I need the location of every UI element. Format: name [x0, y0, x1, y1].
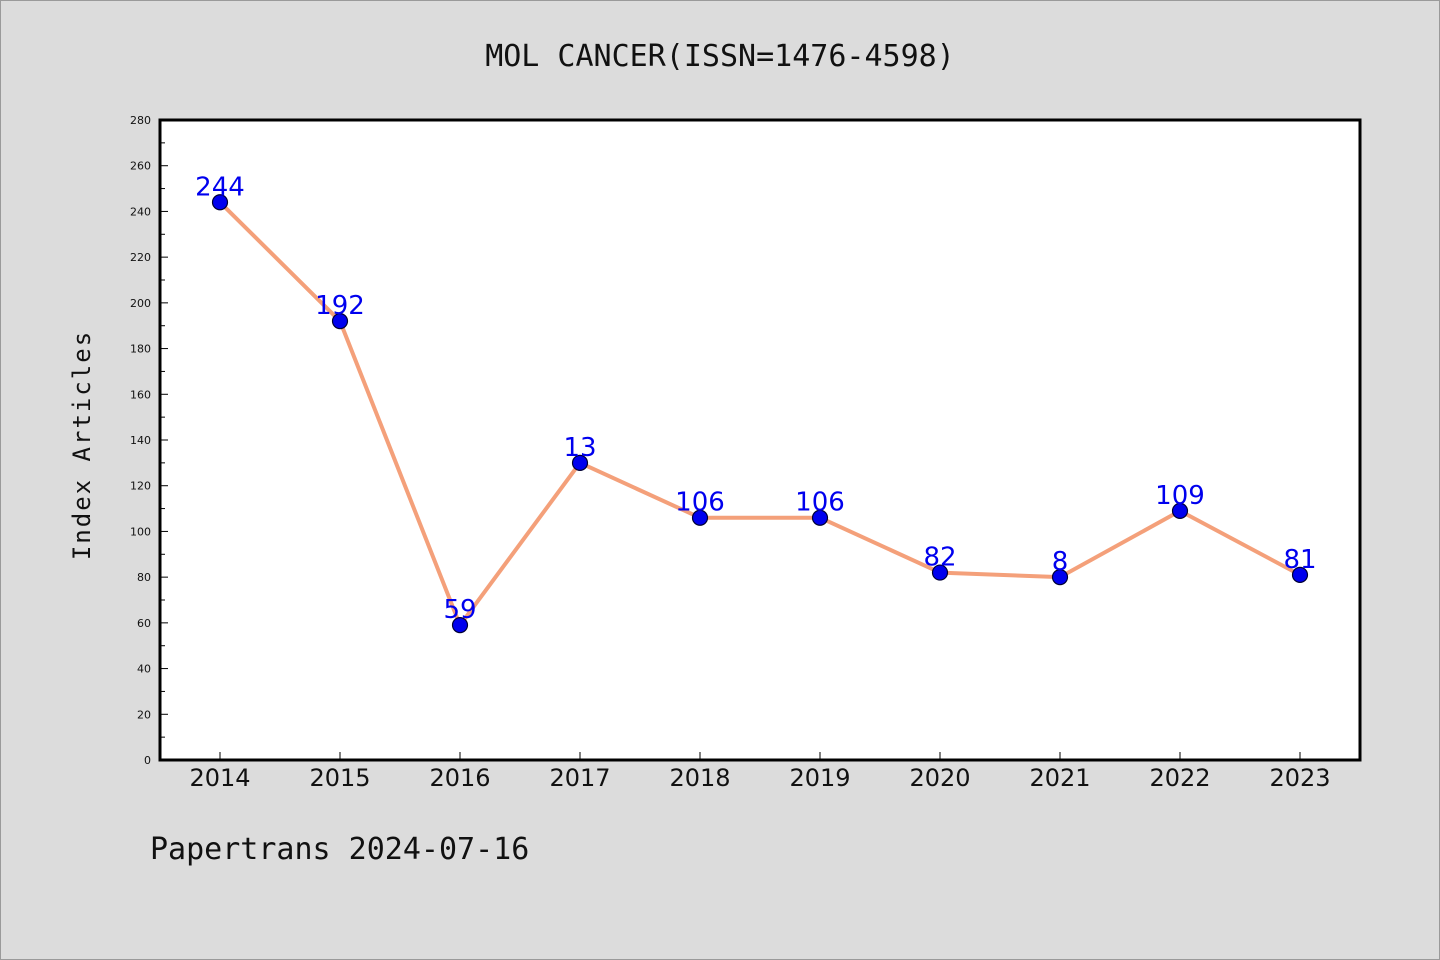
data-point	[811, 509, 829, 526]
y-tick-label: 160	[130, 388, 151, 401]
series-group: 244 192 59 13 106 106 82 8 109 81	[195, 172, 1317, 634]
data-label: 59	[443, 595, 476, 625]
data-point	[211, 194, 229, 211]
x-tick-label: 2021	[1029, 764, 1090, 792]
data-label: 244	[195, 172, 245, 202]
data-point	[931, 564, 949, 581]
x-tick-label: 2018	[669, 764, 730, 792]
data-label: 13	[563, 433, 596, 463]
y-tick-label: 220	[130, 251, 151, 264]
data-point	[331, 313, 349, 330]
data-label: 81	[1283, 545, 1316, 575]
footer-watermark: Papertrans 2024-07-16	[150, 832, 530, 867]
data-point	[571, 454, 589, 471]
y-tick-label: 140	[130, 434, 151, 447]
y-tick-label: 200	[130, 297, 151, 310]
chart-title: MOL CANCER(ISSN=1476-4598)	[485, 39, 955, 74]
x-tick-label: 2022	[1149, 764, 1210, 792]
x-tick-label: 2017	[549, 764, 610, 792]
x-tick-label: 2015	[309, 764, 370, 792]
data-label: 106	[795, 488, 845, 518]
data-point	[1171, 502, 1189, 519]
data-point	[691, 509, 709, 526]
y-tick-label: 40	[137, 663, 151, 676]
data-label: 109	[1155, 481, 1205, 511]
x-tick-label: 2020	[909, 764, 970, 792]
data-point	[1291, 566, 1309, 583]
x-tick-label: 2023	[1269, 764, 1330, 792]
y-tick-label: 260	[130, 160, 151, 173]
data-label: 106	[675, 488, 725, 518]
axis-ticks: 0 20 40 60 80 100 120 140 160 180 200 220 240 260 280 2…	[130, 114, 1331, 792]
data-point	[1051, 569, 1069, 586]
y-tick-label: 80	[137, 571, 151, 584]
y-tick-label: 180	[130, 343, 151, 356]
y-tick-label: 100	[130, 525, 151, 538]
y-tick-label: 0	[144, 754, 151, 767]
y-tick-label: 60	[137, 617, 151, 630]
data-point	[451, 617, 469, 634]
y-axis-title: Index Articles	[68, 330, 96, 560]
plot-border	[158, 118, 1362, 762]
y-tick-label: 240	[130, 205, 151, 218]
plot-area	[160, 120, 1360, 760]
x-tick-label: 2014	[189, 764, 250, 792]
x-tick-label: 2019	[789, 764, 850, 792]
series-line	[218, 200, 1302, 628]
x-tick-label: 2016	[429, 764, 490, 792]
y-tick-label: 20	[137, 708, 151, 721]
data-label: 8	[1052, 547, 1069, 577]
y-tick-label: 120	[130, 480, 151, 493]
data-label: 82	[923, 543, 956, 573]
y-tick-label: 280	[130, 114, 151, 127]
data-label: 192	[315, 291, 365, 321]
